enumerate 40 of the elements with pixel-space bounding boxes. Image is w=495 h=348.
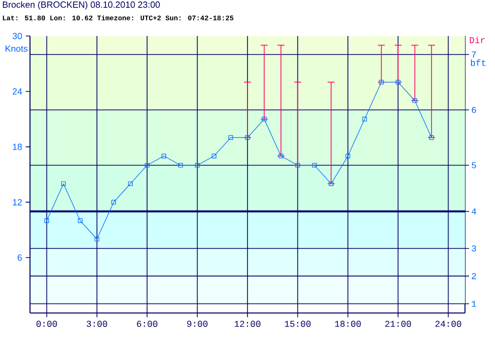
point — [162, 154, 166, 158]
band-label: 3 — [472, 245, 476, 252]
y2-axis-title: bft — [470, 59, 486, 66]
band-label: 6 — [472, 106, 476, 113]
band-label: 5 — [472, 162, 476, 168]
y-tick-label: 6 — [18, 254, 22, 261]
point — [61, 181, 66, 186]
point — [78, 218, 82, 223]
x-tick-label: 15:00 — [284, 320, 311, 327]
y-tick-label: 30 — [12, 32, 22, 40]
band-label: 4 — [472, 208, 476, 214]
chart-title: Brocken (BROCKEN) 08.10.2010 23:00 — [2, 1, 160, 10]
band-label: 7 — [472, 52, 476, 58]
point — [178, 162, 183, 168]
point — [362, 116, 367, 122]
y-tick-label: 18 — [12, 144, 22, 150]
point — [346, 154, 350, 158]
band-label: 2 — [472, 273, 476, 280]
x-tick-label: 24:00 — [435, 320, 462, 327]
x-tick-label: 3:00 — [86, 320, 108, 327]
x-tick-label: 12:00 — [234, 320, 260, 327]
point — [312, 162, 317, 168]
y-axis-title: Knots — [6, 46, 28, 52]
y-tick-label: 24 — [12, 88, 22, 95]
y-tick-label: 12 — [12, 199, 22, 206]
x-tick-label: 21:00 — [385, 320, 411, 327]
point — [228, 135, 234, 140]
x-tick-label: 9:00 — [187, 320, 208, 327]
point — [128, 181, 133, 186]
band-label: 1 — [472, 300, 476, 307]
x-tick-label: 0:00 — [36, 320, 57, 327]
text: Dir — [470, 36, 485, 44]
point — [94, 236, 100, 242]
point — [144, 162, 150, 168]
point — [111, 200, 116, 204]
x-tick-label: 6:00 — [137, 320, 158, 327]
point — [195, 162, 200, 168]
point — [44, 218, 50, 223]
point — [212, 154, 216, 158]
x-tick-label: 18:00 — [335, 320, 361, 327]
